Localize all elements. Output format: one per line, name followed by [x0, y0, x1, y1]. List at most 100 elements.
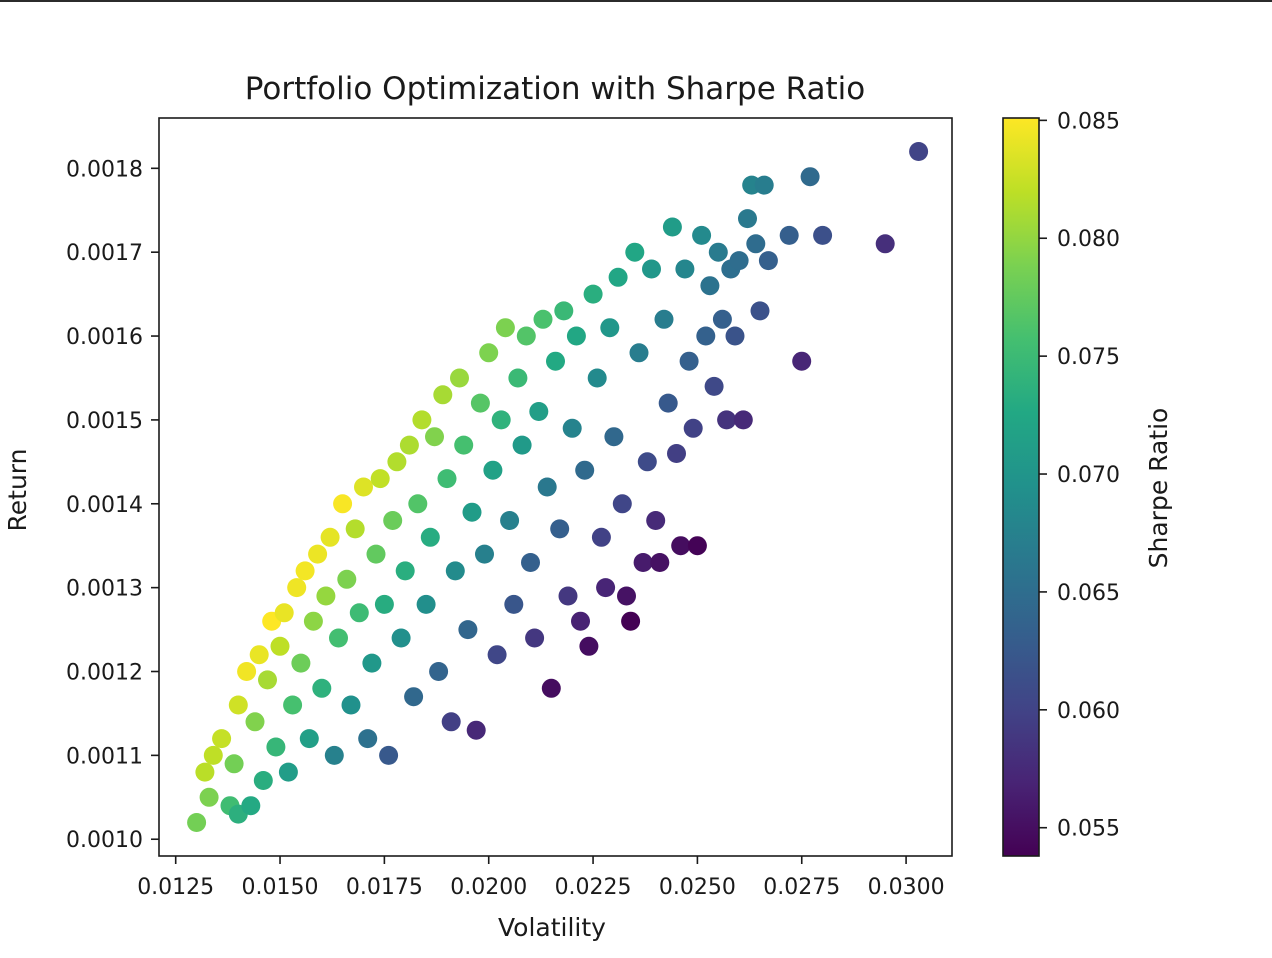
scatter-point	[658, 393, 678, 413]
y-tick-label: 0.0015	[66, 409, 143, 434]
scatter-point	[725, 326, 745, 346]
scatter-point	[746, 234, 766, 254]
scatter-point	[295, 561, 315, 581]
scatter-point	[554, 301, 574, 321]
colorbar-tick-label: 0.080	[1057, 227, 1120, 252]
scatter-point	[875, 234, 895, 254]
scatter-point	[370, 469, 390, 489]
scatter-point	[566, 326, 586, 346]
scatter-point	[558, 586, 578, 606]
scatter-point	[650, 553, 670, 572]
scatter-point	[487, 645, 507, 665]
scatter-point	[433, 385, 453, 405]
scatter-point	[274, 603, 294, 623]
scatter-point	[224, 754, 244, 774]
scatter-point	[249, 645, 269, 665]
scatter-point	[199, 787, 219, 807]
scatter-point	[662, 217, 682, 237]
scatter-point	[412, 410, 432, 430]
scatter-point	[550, 519, 570, 539]
top-border	[0, 0, 1272, 2]
y-tick-label: 0.0014	[66, 493, 143, 518]
scatter-point	[529, 402, 549, 421]
scatter-point	[541, 678, 561, 698]
scatter-point	[533, 309, 553, 329]
scatter-point	[278, 762, 298, 782]
y-tick-label: 0.0011	[66, 744, 143, 769]
scatter-point	[374, 594, 394, 614]
scatter-point	[450, 368, 469, 388]
scatter-point	[320, 527, 340, 547]
scatter-point	[704, 376, 724, 396]
scatter-point	[633, 553, 653, 572]
scatter-point	[591, 527, 611, 547]
scatter-point	[738, 209, 757, 229]
scatter-point	[575, 460, 595, 480]
scatter-point	[258, 670, 277, 690]
scatter-point	[779, 225, 799, 245]
scatter-point	[671, 536, 691, 556]
scatter-point	[758, 251, 778, 271]
scatter-point	[525, 628, 545, 648]
scatter-point	[270, 636, 290, 656]
scatter-point	[416, 594, 436, 614]
scatter-point	[253, 771, 273, 790]
x-tick-label: 0.0175	[346, 875, 423, 900]
scatter-point	[425, 427, 444, 447]
scatter-point	[470, 393, 490, 413]
scatter-point	[349, 603, 369, 623]
scatter-point	[729, 251, 749, 271]
scatter-point	[800, 167, 820, 187]
scatter-point	[733, 410, 753, 430]
scatter-point	[792, 351, 812, 371]
scatter-point	[358, 729, 378, 749]
scatter-point	[483, 460, 503, 480]
scatter-point	[437, 469, 457, 489]
y-tick-label: 0.0016	[66, 325, 143, 350]
scatter-point	[203, 745, 223, 765]
scatter-point	[337, 569, 357, 589]
scatter-point	[379, 745, 399, 765]
scatter-point	[909, 142, 929, 161]
scatter-point	[604, 427, 624, 447]
scatter-point	[429, 662, 449, 681]
colorbar-tick-label: 0.055	[1057, 817, 1120, 842]
scatter-point	[408, 494, 428, 514]
x-tick-label: 0.0150	[242, 875, 319, 900]
x-tick-label: 0.0125	[137, 875, 214, 900]
colorbar-ticks: 0.055 0.060 0.065 0.070 0.075 0.080 0.085	[1039, 109, 1120, 842]
y-axis-ticks: 0.0010 0.0011 0.0012 0.0013 0.0014 0.0015 0.00…	[66, 157, 159, 853]
y-tick-label: 0.0018	[66, 157, 143, 182]
scatter-point	[642, 259, 661, 279]
scatter-point	[571, 611, 590, 631]
scatter-point	[562, 418, 582, 438]
scatter-point	[329, 628, 348, 648]
colorbar-label: Sharpe Ratio	[1144, 408, 1173, 569]
scatter-point	[308, 544, 328, 564]
scatter-point	[583, 284, 603, 304]
x-tick-label: 0.0250	[659, 875, 736, 900]
scatter-point	[521, 553, 540, 572]
scatter-point	[708, 242, 728, 262]
scatter-point	[316, 586, 336, 606]
scatter-point	[608, 267, 628, 287]
scatter-point	[600, 318, 620, 338]
scatter-point	[546, 351, 565, 371]
scatter-point	[637, 452, 657, 472]
scatter-point	[700, 276, 720, 296]
scatter-point	[617, 586, 636, 606]
scatter-point	[537, 477, 557, 497]
plot-frame	[158, 117, 953, 857]
scatter-point	[212, 729, 232, 749]
scatter-point	[508, 368, 528, 388]
scatter-point	[466, 720, 486, 740]
scatter-point	[687, 536, 707, 556]
scatter-point	[299, 729, 319, 749]
scatter-point	[399, 435, 419, 455]
scatter-point	[445, 561, 465, 581]
scatter-point	[228, 695, 248, 715]
colorbar-tick-label: 0.085	[1057, 109, 1120, 134]
scatter-point	[646, 511, 666, 530]
colorbar-tick-label: 0.075	[1057, 345, 1120, 370]
